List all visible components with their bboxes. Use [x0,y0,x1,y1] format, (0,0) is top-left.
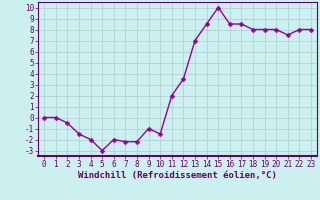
X-axis label: Windchill (Refroidissement éolien,°C): Windchill (Refroidissement éolien,°C) [78,171,277,180]
